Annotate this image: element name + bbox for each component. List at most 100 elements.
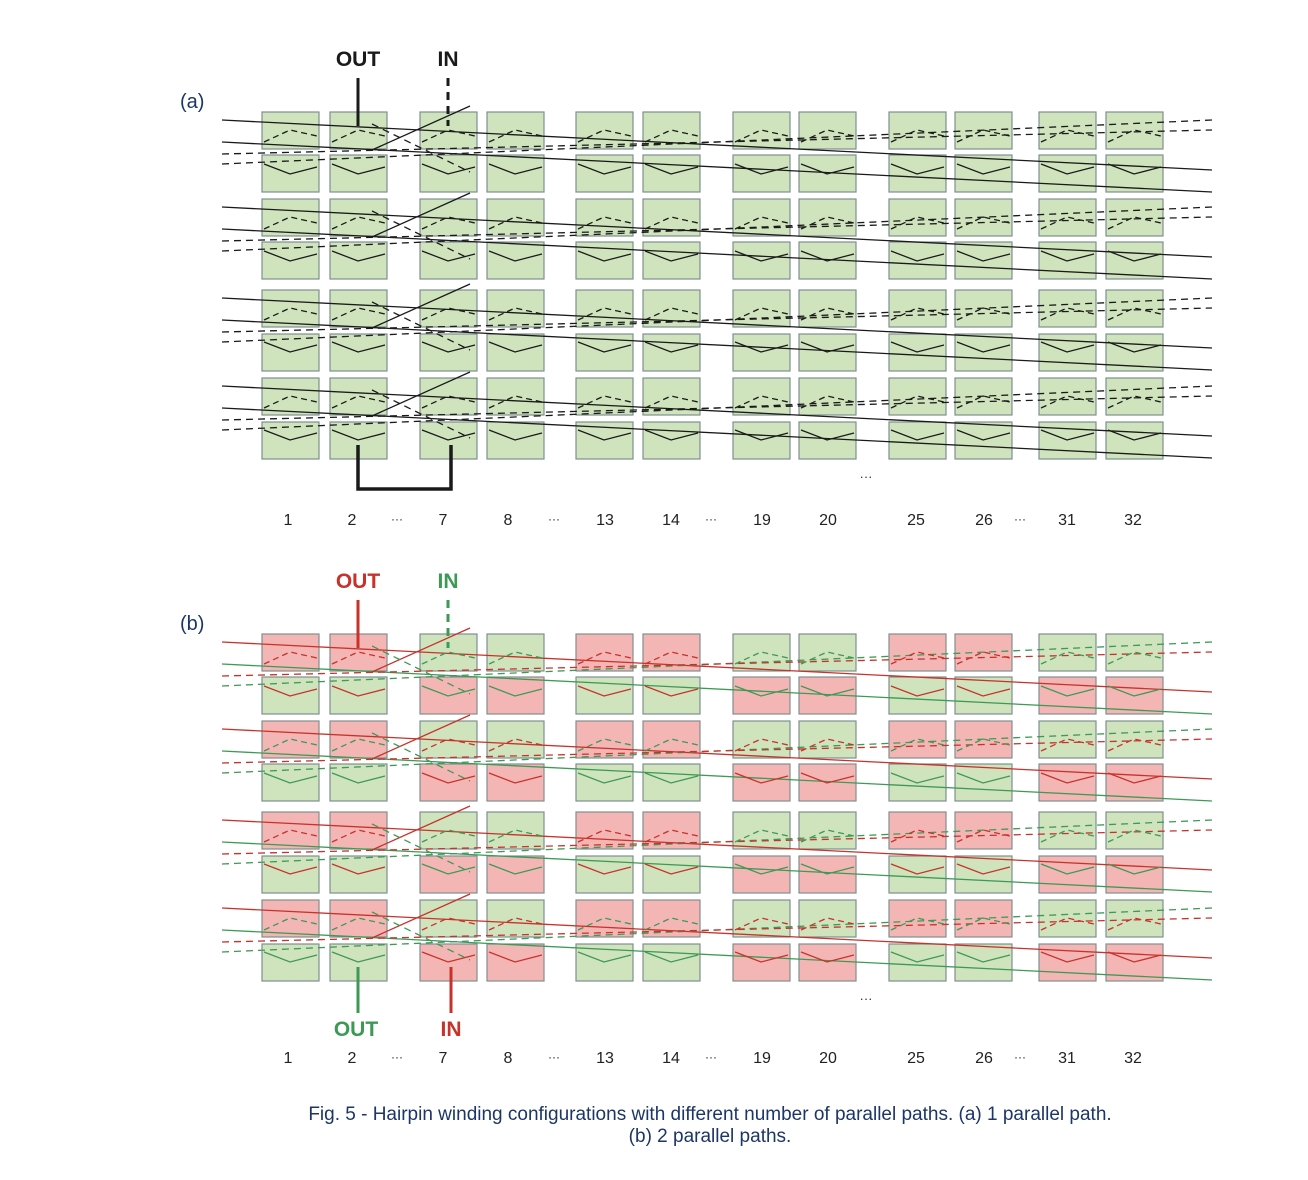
slot-ellipsis: ··· [548, 1050, 560, 1064]
end-turn-solid [644, 429, 699, 441]
end-turn-solid [577, 163, 632, 175]
solid-conductor-line [221, 641, 1213, 693]
slot-ellipsis: ··· [1014, 1050, 1026, 1064]
slot-box [888, 198, 947, 237]
out-terminal-label: OUT [336, 48, 381, 71]
slot-box [261, 633, 320, 672]
end-turn-solid [644, 163, 699, 175]
slot-number-label: 20 [819, 1050, 837, 1067]
slot-box [1105, 633, 1164, 672]
slot-box [1105, 198, 1164, 237]
end-turn-solid [734, 250, 789, 262]
slot-box [798, 811, 857, 850]
end-turn-solid [890, 772, 945, 784]
slot-box [575, 633, 634, 672]
end-turn-solid [956, 341, 1011, 353]
slot-number-label: 13 [596, 1050, 614, 1067]
end-turn-solid [644, 685, 699, 697]
end-turn-solid [1107, 951, 1162, 963]
slot-number-label: 2 [348, 1050, 357, 1067]
end-turn-solid [488, 772, 543, 784]
end-turn-solid [331, 429, 386, 441]
out-terminal-label-bottom: OUT [334, 1018, 379, 1041]
slot-box [575, 111, 634, 150]
end-turn-solid [956, 163, 1011, 175]
slot-box [329, 676, 388, 715]
end-turn-solid [1040, 341, 1095, 353]
slot-number-label: 1 [284, 512, 293, 529]
end-turn-solid [644, 341, 699, 353]
crossover-dashed-line [371, 911, 471, 961]
end-turn-solid [421, 951, 476, 963]
end-turn-solid [1040, 772, 1095, 784]
slot-box [261, 899, 320, 938]
figure-caption-line-1: Fig. 5 - Hairpin winding configurations … [308, 1104, 1112, 1125]
slot-box [1038, 198, 1097, 237]
end-turn-solid [488, 429, 543, 441]
end-turn-solid [577, 863, 632, 875]
crossover-dashed-line [371, 732, 471, 782]
slot-box [575, 811, 634, 850]
slot-box [486, 377, 545, 416]
end-turn-solid [263, 685, 318, 697]
slot-number-label: 1 [284, 1050, 293, 1067]
solid-conductor-line [221, 141, 1213, 193]
end-turn-solid [577, 429, 632, 441]
slot-box [1038, 289, 1097, 328]
slot-ellipsis: ··· [548, 512, 560, 526]
end-turn-solid [890, 341, 945, 353]
end-turn-solid [890, 163, 945, 175]
end-turn-solid [331, 772, 386, 784]
end-turn-solid [890, 429, 945, 441]
end-turn-solid [800, 250, 855, 262]
slot-box [888, 289, 947, 328]
end-turn-solid [890, 951, 945, 963]
slot-number-label: 25 [907, 512, 925, 529]
end-turn-solid [1107, 685, 1162, 697]
slot-box [1038, 720, 1097, 759]
solid-conductor-line [221, 819, 1213, 871]
end-turn-solid [577, 951, 632, 963]
end-turn-solid [956, 250, 1011, 262]
slot-box [575, 198, 634, 237]
slot-number-label: 19 [753, 1050, 771, 1067]
slot-box [486, 633, 545, 672]
end-turn-solid [421, 341, 476, 353]
slot-box [732, 377, 791, 416]
solid-conductor-line [221, 728, 1213, 780]
end-turn-solid [421, 250, 476, 262]
slot-box [798, 720, 857, 759]
slot-number-label: 26 [975, 512, 993, 529]
solid-conductor-line [221, 385, 1213, 437]
slot-box [1105, 377, 1164, 416]
end-turn-solid [1040, 685, 1095, 697]
slot-box [329, 899, 388, 938]
conductor-lines [221, 105, 1213, 459]
end-turn-solid [263, 772, 318, 784]
slot-ellipsis: ··· [705, 1050, 717, 1064]
end-turn-solid [1107, 863, 1162, 875]
slot-number-label: 14 [662, 512, 680, 529]
slot-ellipsis: ··· [391, 1050, 403, 1064]
slot-box [642, 241, 701, 280]
end-turn-solid [263, 250, 318, 262]
crossover-line [371, 105, 471, 151]
end-turn-solid [890, 250, 945, 262]
end-turn-solid [331, 685, 386, 697]
end-turn-solid [734, 341, 789, 353]
slot-box [1038, 633, 1097, 672]
slot-box [329, 289, 388, 328]
solid-conductor-line [221, 119, 1213, 171]
slot-number-label: 8 [504, 1050, 513, 1067]
end-turn-solid [800, 951, 855, 963]
slot-box [575, 377, 634, 416]
slot-box [486, 198, 545, 237]
crossover-dashed-line [371, 389, 471, 439]
slot-box [798, 198, 857, 237]
solid-conductor-line [221, 841, 1213, 893]
end-turn-solid [956, 429, 1011, 441]
end-turn-solid [1107, 163, 1162, 175]
slot-box [1038, 377, 1097, 416]
slot-box [798, 377, 857, 416]
in-terminal-label-bottom: IN [441, 1018, 462, 1041]
